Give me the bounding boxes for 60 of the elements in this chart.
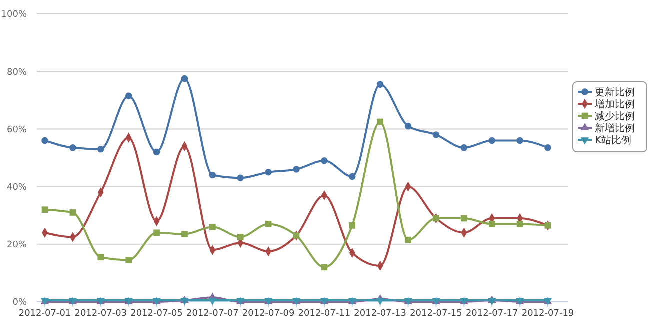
point [182, 231, 188, 238]
point [460, 144, 468, 152]
point [405, 236, 412, 244]
x-tick-label: 2012-07-11 [298, 309, 351, 319]
point [376, 81, 384, 88]
point [42, 206, 48, 214]
point [516, 137, 524, 144]
x-tick-label: 2012-07-13 [354, 309, 406, 319]
x-tick-label: 2012-07-15 [410, 309, 462, 319]
point [432, 132, 440, 138]
point [210, 224, 216, 230]
point [180, 298, 189, 306]
point [153, 148, 160, 156]
point [461, 215, 468, 222]
legend-label: 减少比例 [595, 110, 635, 122]
x-tick-label: 2012-07-03 [74, 309, 128, 319]
point [516, 221, 524, 228]
point [42, 137, 48, 144]
point [265, 169, 272, 176]
x-tick-label: 2012-07-19 [522, 309, 574, 319]
y-tick-label: 80% [6, 68, 28, 78]
y-tick-label: 40% [6, 182, 28, 193]
legend-label: K站比例 [595, 134, 632, 146]
point [404, 122, 412, 130]
legend-label: 新增比例 [595, 122, 635, 134]
point [126, 257, 132, 264]
x-tick-label: 2012-07-17 [466, 309, 518, 319]
point [70, 210, 76, 216]
point [376, 298, 384, 306]
point [293, 166, 300, 173]
point [237, 234, 244, 240]
point [209, 172, 216, 179]
legend-label: 增加比例 [594, 98, 635, 110]
point [70, 144, 76, 152]
y-tick-label: 0% [12, 298, 28, 308]
point [488, 221, 496, 228]
point [488, 137, 496, 144]
y-tick-label: 20% [6, 240, 28, 251]
point [349, 173, 356, 180]
y-tick-label: 100% [1, 10, 28, 20]
y-tick-label: 60% [6, 125, 28, 136]
point [544, 144, 552, 152]
x-tick-label: 2012-07-05 [130, 309, 183, 319]
point [237, 174, 244, 182]
point [265, 221, 272, 228]
x-tick-label: 2012-07-01 [18, 309, 72, 319]
legend-label: 更新比例 [595, 86, 635, 98]
point [125, 92, 132, 100]
point [154, 230, 160, 236]
point [98, 254, 104, 261]
point [98, 146, 104, 153]
point [349, 222, 356, 229]
x-tick-label: 2012-07-07 [186, 309, 239, 319]
point [377, 118, 384, 126]
point [488, 298, 496, 306]
x-tick-label: 2012-07-09 [242, 309, 295, 319]
point [321, 264, 328, 271]
point [181, 75, 188, 82]
point [208, 298, 217, 306]
point [321, 158, 328, 164]
